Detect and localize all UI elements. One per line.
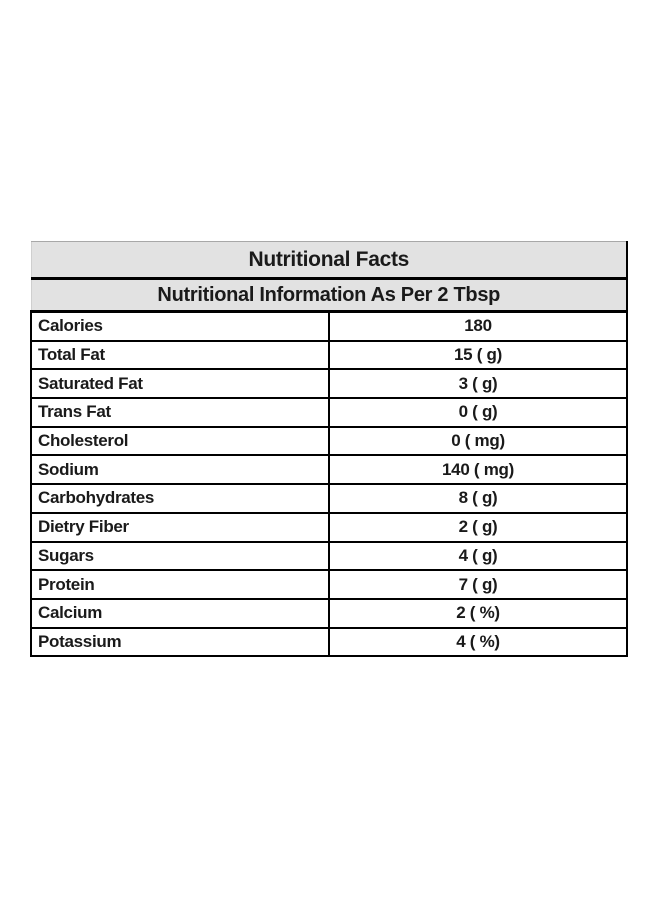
table-row: Trans Fat 0 ( g) xyxy=(30,397,628,428)
nutrient-value: 4 ( %) xyxy=(328,626,628,658)
table-row: Cholesterol 0 ( mg) xyxy=(30,425,628,457)
table-row: Potassium 4 ( %) xyxy=(30,626,628,658)
nutrient-label: Calories xyxy=(30,310,330,342)
table-title: Nutritional Facts xyxy=(30,241,628,280)
table-row: Dietry Fiber 2 ( g) xyxy=(30,511,628,543)
nutrient-label: Trans Fat xyxy=(30,397,330,428)
table-row: Calories 180 xyxy=(30,310,628,342)
nutrient-value: 140 ( mg) xyxy=(328,454,628,486)
table-row: Sodium 140 ( mg) xyxy=(30,454,628,486)
nutrient-label: Sodium xyxy=(30,454,330,486)
nutrient-label: Total Fat xyxy=(30,339,330,371)
table-title-row: Nutritional Facts xyxy=(30,241,628,280)
table-subtitle-row: Nutritional Information As Per 2 Tbsp xyxy=(30,277,628,313)
nutrient-label: Sugars xyxy=(30,540,330,572)
nutrient-label: Dietry Fiber xyxy=(30,511,330,543)
nutrient-value: 0 ( g) xyxy=(328,397,628,428)
table-row: Sugars 4 ( g) xyxy=(30,540,628,572)
nutrient-value: 8 ( g) xyxy=(328,483,628,514)
table-row: Total Fat 15 ( g) xyxy=(30,339,628,371)
table-row: Saturated Fat 3 ( g) xyxy=(30,368,628,400)
nutrient-value: 4 ( g) xyxy=(328,540,628,572)
nutrient-value: 7 ( g) xyxy=(328,569,628,600)
table-row: Protein 7 ( g) xyxy=(30,569,628,600)
nutrient-value: 180 xyxy=(328,310,628,342)
nutrient-value: 15 ( g) xyxy=(328,339,628,371)
nutrient-label: Protein xyxy=(30,569,330,600)
nutrient-label: Carbohydrates xyxy=(30,483,330,514)
table-subtitle: Nutritional Information As Per 2 Tbsp xyxy=(30,277,628,313)
nutrient-value: 2 ( g) xyxy=(328,511,628,543)
nutrient-value: 3 ( g) xyxy=(328,368,628,400)
nutrient-label: Cholesterol xyxy=(30,425,330,457)
table-row: Calcium 2 ( %) xyxy=(30,597,628,629)
nutrient-label: Potassium xyxy=(30,626,330,658)
table-row: Carbohydrates 8 ( g) xyxy=(30,483,628,514)
nutrient-label: Calcium xyxy=(30,597,330,629)
nutrient-value: 0 ( mg) xyxy=(328,425,628,457)
nutrient-value: 2 ( %) xyxy=(328,597,628,629)
nutrition-facts-table: Nutritional Facts Nutritional Informatio… xyxy=(30,241,628,658)
nutrient-label: Saturated Fat xyxy=(30,368,330,400)
